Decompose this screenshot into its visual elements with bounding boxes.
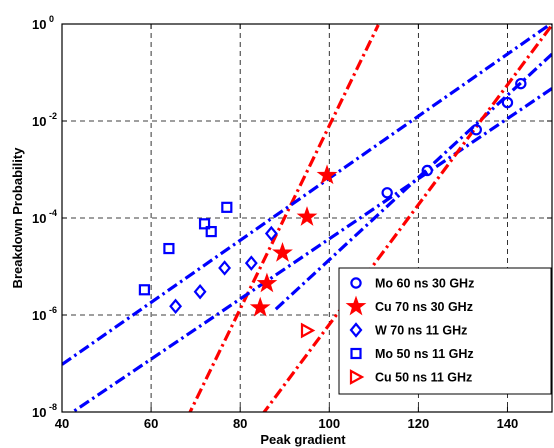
data-point <box>256 272 278 293</box>
x-tick-label: 120 <box>408 416 430 431</box>
x-tick-label: 80 <box>233 416 247 431</box>
legend-marker <box>349 322 363 338</box>
data-point <box>272 242 293 262</box>
data-markers <box>138 77 527 339</box>
legend-entry: Mo 50 ns 11 GHz <box>350 347 474 361</box>
y-tick-label: 10 <box>32 17 46 32</box>
x-tick-label: 140 <box>497 416 519 431</box>
y-tick-label: 10 <box>32 211 46 226</box>
legend-label: W 70 ns 11 GHz <box>375 324 467 338</box>
fit-lines <box>62 24 552 412</box>
data-point <box>221 201 233 213</box>
data-point <box>138 284 151 296</box>
legend-box <box>338 267 552 395</box>
data-point <box>316 164 338 185</box>
legend-entry: W 70 ns 11 GHz <box>349 322 467 338</box>
data-point <box>169 298 183 314</box>
x-tick-label: 100 <box>318 416 340 431</box>
data-point <box>163 242 175 255</box>
legend-label: Mo 60 ns 30 GHz <box>375 277 474 291</box>
legend-marker <box>350 277 362 289</box>
x-tick-label: 40 <box>55 416 69 431</box>
data-point <box>381 187 393 199</box>
data-point <box>470 124 482 136</box>
legend-entry: Mo 60 ns 30 GHz <box>350 277 474 291</box>
x-axis-label: Peak gradient <box>260 432 346 447</box>
data-point <box>205 225 217 238</box>
legend-marker <box>349 369 365 385</box>
data-point <box>193 284 207 300</box>
data-point <box>515 77 527 90</box>
fit-line <box>69 87 552 412</box>
y-tick-exponent: -8 <box>49 402 57 412</box>
legend-entry: Cu 50 ns 11 GHz <box>349 369 472 385</box>
legend-label: Cu 70 ns 30 GHz <box>375 300 473 314</box>
y-tick-label: 10 <box>32 308 46 323</box>
x-tick-label: 60 <box>144 416 158 431</box>
x-ticks: 40 60 80 100 120 140 <box>55 24 519 431</box>
legend-marker <box>350 347 362 360</box>
legend-label: Mo 50 ns 11 GHz <box>375 347 474 361</box>
y-tick-exponent: -4 <box>49 208 57 218</box>
data-point <box>198 218 211 230</box>
data-point <box>501 96 514 109</box>
y-tick-exponent: -6 <box>49 305 57 315</box>
data-point <box>244 255 258 271</box>
legend-entry: Cu 70 ns 30 GHz <box>345 295 473 316</box>
fit-line <box>188 24 380 412</box>
legend-marker <box>345 295 367 316</box>
legend: Mo 60 ns 30 GHz Cu 70 ns 30 GHz W 70 ns 11… <box>338 267 552 395</box>
data-point <box>300 322 316 339</box>
fit-line <box>62 24 552 366</box>
y-tick-label: 10 <box>32 114 46 129</box>
data-point <box>264 225 278 242</box>
data-point <box>218 260 232 276</box>
y-tick-exponent: -2 <box>49 111 57 121</box>
y-tick-exponent: 0 <box>49 14 54 24</box>
data-point <box>249 296 271 317</box>
data-point <box>421 164 433 177</box>
fit-line <box>262 24 552 412</box>
legend-label: Cu 50 ns 11 GHz <box>375 371 472 385</box>
data-point <box>296 206 318 226</box>
y-tick-label: 10 <box>32 405 46 420</box>
y-axis-label: Breakdown Probability <box>10 147 25 289</box>
